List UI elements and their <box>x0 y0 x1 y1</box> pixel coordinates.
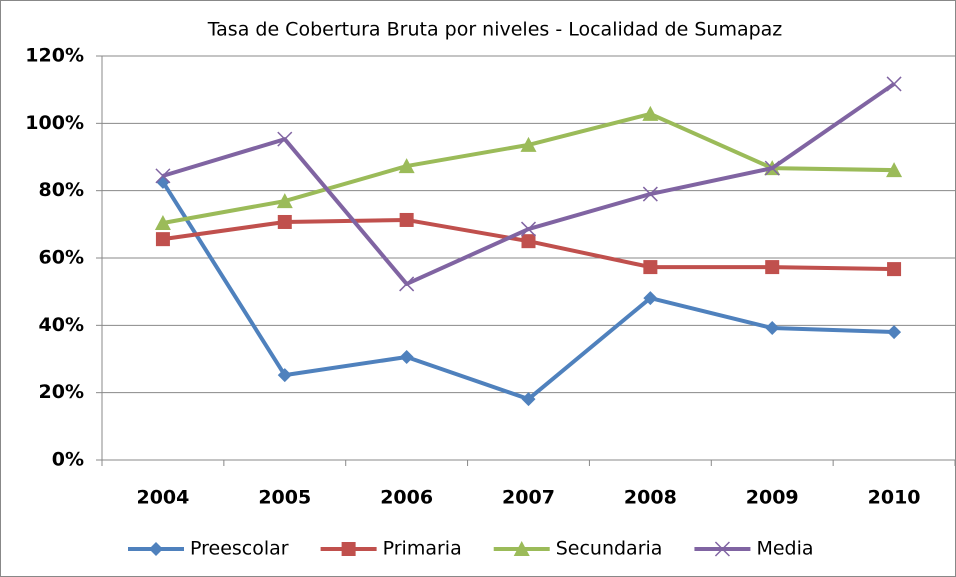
marker <box>277 214 292 229</box>
marker <box>765 321 780 336</box>
marker <box>643 260 658 275</box>
marker <box>521 234 536 249</box>
x-tick-label: 2005 <box>258 487 311 509</box>
legend-marker <box>513 541 530 556</box>
marker <box>887 262 902 277</box>
y-tick-label: 80% <box>39 179 84 201</box>
y-tick-label: 20% <box>39 381 84 403</box>
legend-label: Primaria <box>383 538 462 560</box>
y-tick-label: 120% <box>25 45 84 67</box>
y-tick-label: 60% <box>39 247 84 269</box>
marker <box>155 168 171 184</box>
y-tick-label: 100% <box>25 112 84 134</box>
marker <box>765 260 780 275</box>
marker <box>520 136 537 152</box>
x-tick-label: 2004 <box>136 487 189 509</box>
marker <box>399 349 414 364</box>
marker <box>399 212 414 227</box>
chart-title: Tasa de Cobertura Bruta por niveles - Lo… <box>207 19 783 41</box>
marker <box>276 193 293 209</box>
marker <box>886 162 903 178</box>
marker <box>764 160 780 176</box>
marker <box>520 221 537 237</box>
legend-marker <box>149 542 163 556</box>
marker <box>277 368 292 383</box>
legend-label: Preescolar <box>190 538 289 560</box>
marker <box>277 131 293 147</box>
marker <box>642 105 659 121</box>
legend-marker <box>341 542 356 556</box>
x-tick-label: 2010 <box>868 487 921 509</box>
marker <box>398 158 415 174</box>
legend-marker <box>714 541 730 557</box>
legend-label: Secundaria <box>556 538 663 560</box>
marker <box>887 325 902 340</box>
x-tick-label: 2006 <box>380 487 433 509</box>
marker <box>643 291 658 306</box>
marker <box>521 392 536 407</box>
marker <box>642 186 658 202</box>
legend-label: Media <box>756 538 813 560</box>
y-tick-label: 0% <box>52 449 84 471</box>
y-tick-label: 40% <box>39 314 84 336</box>
x-tick-label: 2009 <box>746 487 799 509</box>
marker <box>155 232 170 247</box>
x-tick-label: 2008 <box>624 487 677 509</box>
marker <box>154 214 171 230</box>
marker <box>886 76 902 92</box>
marker <box>399 276 415 292</box>
x-tick-label: 2007 <box>502 487 555 509</box>
